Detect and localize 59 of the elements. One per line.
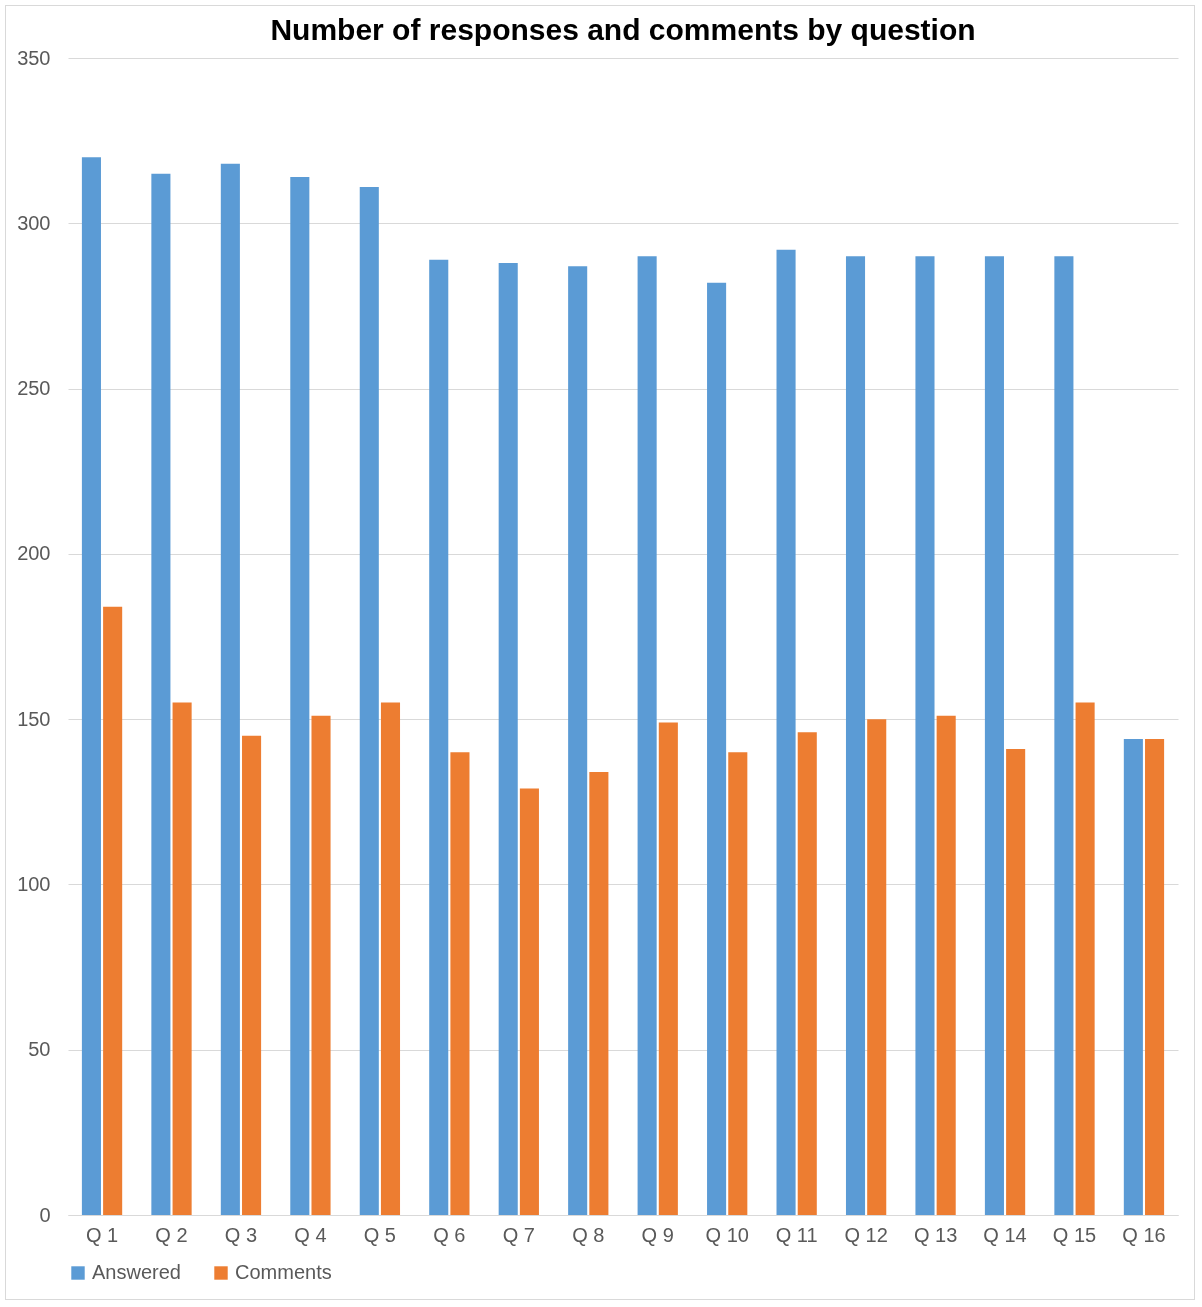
- y-tick-label: 250: [17, 377, 51, 400]
- bar: [103, 606, 123, 1215]
- x-tick-label: Q 8: [572, 1223, 605, 1246]
- bar: [290, 177, 310, 1215]
- x-tick-label: Q 7: [502, 1223, 535, 1246]
- bar: [498, 262, 518, 1215]
- chart-title: Number of responses and comments by question: [270, 13, 976, 46]
- bar: [915, 256, 935, 1215]
- x-tick-label: Q 1: [85, 1223, 119, 1246]
- bar: [867, 719, 887, 1215]
- x-tick-label: Q 5: [363, 1223, 397, 1246]
- bar: [658, 722, 678, 1215]
- bar: [172, 702, 192, 1215]
- y-tick-label: 0: [39, 1203, 51, 1226]
- x-tick-label: Q 3: [224, 1223, 258, 1246]
- x-tick-label: Q 10: [705, 1223, 749, 1246]
- y-tick-label: 150: [17, 707, 51, 730]
- x-tick-label: Q 16: [1122, 1223, 1166, 1246]
- bar: [1006, 748, 1026, 1215]
- y-tick-label: 350: [17, 46, 51, 69]
- x-tick-label: Q 6: [433, 1223, 466, 1246]
- y-tick-label: 50: [28, 1038, 51, 1061]
- bar: [797, 732, 817, 1215]
- bar: [429, 259, 449, 1215]
- bar: [568, 266, 588, 1215]
- x-tick-label: Q 4: [294, 1223, 327, 1246]
- y-tick-label: 100: [17, 872, 51, 895]
- bar: [707, 282, 727, 1215]
- bar: [1123, 738, 1143, 1215]
- legend-label: Answered: [92, 1261, 181, 1283]
- bar: [1145, 738, 1165, 1215]
- bar: [380, 702, 401, 1215]
- bar: [845, 256, 866, 1215]
- legend-label: Comments: [235, 1261, 332, 1283]
- bar: [81, 157, 101, 1215]
- x-tick-label: Q 13: [913, 1223, 958, 1246]
- bar: [151, 173, 171, 1215]
- bar: [450, 752, 470, 1215]
- bar: [242, 735, 262, 1215]
- x-tick-label: Q 9: [641, 1223, 674, 1246]
- bar: [936, 715, 956, 1215]
- x-tick-label: Q 12: [844, 1223, 888, 1246]
- bar: [776, 249, 796, 1215]
- bar: [637, 256, 657, 1215]
- y-tick-label: 200: [17, 542, 51, 565]
- bar: [1075, 702, 1095, 1215]
- x-tick-label: Q 11: [775, 1223, 818, 1246]
- bar: [728, 752, 748, 1215]
- bar: [519, 788, 539, 1215]
- x-tick-label: Q 14: [983, 1223, 1027, 1246]
- bar: [220, 163, 240, 1215]
- bar: [589, 772, 609, 1215]
- x-tick-label: Q 15: [1052, 1223, 1097, 1246]
- bar: [984, 256, 1004, 1215]
- bar: [1054, 256, 1074, 1215]
- bar: [359, 186, 379, 1215]
- bar: [311, 715, 331, 1215]
- y-tick-label: 300: [17, 211, 51, 234]
- x-tick-label: Q 2: [155, 1223, 188, 1246]
